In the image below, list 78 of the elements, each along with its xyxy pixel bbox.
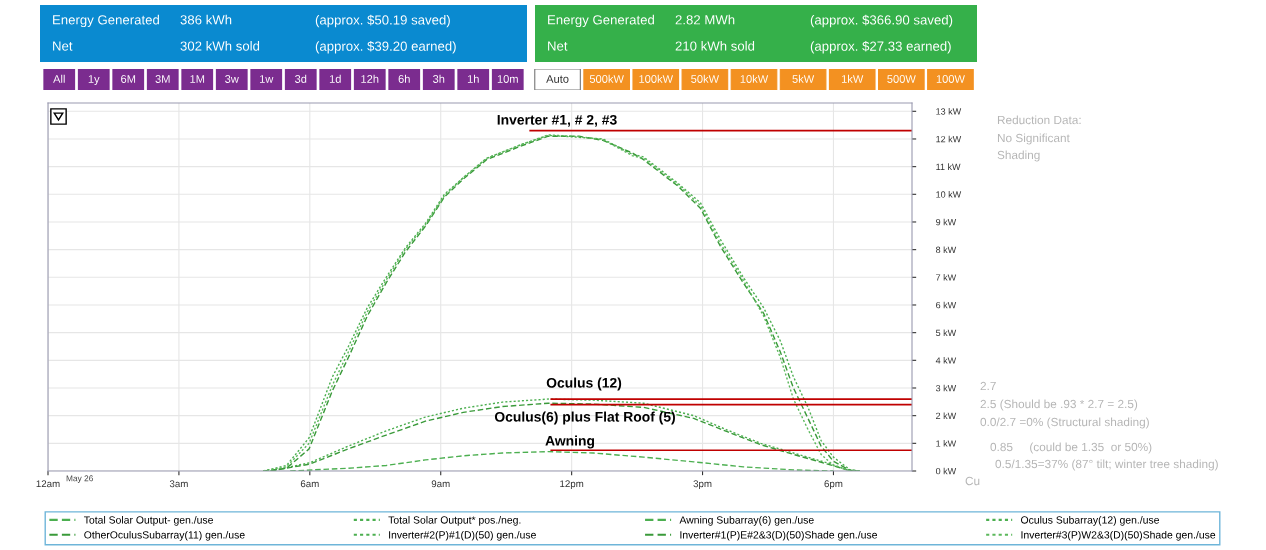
x-tick-label: 3pm — [693, 480, 712, 490]
annotation: Oculus (12) — [546, 377, 622, 391]
annotation: Oculus(6) plus Flat Roof (5) — [494, 411, 675, 425]
text: 0.5/1.35=37% (87° tilt; winter tree shading) — [995, 459, 1218, 471]
y-tick-label: 11 kW — [936, 163, 961, 170]
text: 1w — [260, 75, 274, 83]
text: 2.7 — [980, 381, 996, 391]
text: 12h — [361, 74, 379, 83]
text: 1d — [329, 74, 341, 83]
text: Energy Generated — [548, 14, 654, 28]
text: (approx. $50.19 saved) — [315, 14, 450, 28]
text: Reduction Data: — [997, 115, 1081, 125]
legend-label: Inverter#2(P)#1(D)(50) gen./use — [389, 530, 536, 541]
text: 1y — [88, 75, 100, 86]
y-tick-label: 2 kW — [936, 412, 957, 419]
x-tick-label: 3am — [169, 480, 188, 488]
text: 3h — [432, 74, 445, 83]
y-tick-label: 4 kW — [935, 357, 957, 364]
text: 5kW — [792, 74, 815, 83]
text: 50kW — [691, 74, 720, 83]
text: 6M — [121, 75, 136, 83]
text: (approx. $27.33 earned) — [810, 40, 951, 54]
text: (approx. $39.20 earned) — [315, 40, 456, 54]
y-tick-label: 12 kW — [936, 135, 962, 143]
legend-label: Inverter#3(P)W2&3(D)(50)Shade gen./use — [1021, 530, 1216, 541]
text: Cu — [965, 476, 980, 486]
text: Net — [53, 41, 73, 51]
x-tick-label: 6am — [300, 480, 319, 488]
text: Energy Generated — [53, 14, 159, 28]
text: Shading — [997, 150, 1040, 162]
y-tick-label: 8 kW — [936, 246, 957, 254]
text: No Significant — [997, 133, 1070, 145]
y-tick-label: 3 kW — [935, 384, 957, 392]
x-tick-label: 9am — [431, 480, 450, 488]
text: 100W — [936, 75, 965, 83]
legend-label: Total Solar Output- gen./use — [83, 516, 213, 526]
text: Auto — [546, 75, 569, 83]
y-tick-label: 9 kW — [936, 218, 957, 226]
y-tick-label: 13 kW — [936, 108, 962, 115]
text: 302 kWh sold — [180, 41, 260, 51]
text: 1h — [467, 74, 479, 83]
text: 2.82 MWh — [675, 14, 735, 25]
text: 6h — [398, 74, 410, 83]
text: 0.85 (could be 1.35 or 50%) — [990, 442, 1152, 454]
text: 100kW — [639, 74, 674, 83]
text: 386 kWh — [180, 14, 232, 25]
text: 1M — [190, 75, 205, 83]
text: 10kW — [740, 74, 769, 83]
legend-label: OtherOculusSubarray(11) gen./use — [84, 530, 245, 541]
y-tick-label: 6 kW — [936, 301, 957, 309]
text: (approx. $366.90 saved) — [810, 14, 953, 28]
text: 0.0/2.7 =0% (Structural shading) — [980, 417, 1149, 429]
text: Net — [548, 41, 568, 51]
text: 1kW — [841, 74, 864, 83]
y-tick-label: 5 kW — [935, 329, 957, 337]
text: 2.5 (Should be .93 * 2.7 = 2.5) — [980, 399, 1138, 411]
text: May 26 — [66, 475, 93, 483]
text: 3w — [225, 75, 239, 83]
text: 10m — [497, 75, 518, 83]
text: 500kW — [589, 74, 624, 83]
legend-label: Inverter#1(P)E#2&3(D)(50)Shade gen./use — [680, 530, 877, 541]
y-tick-label: 7 kW — [936, 274, 957, 281]
legend-label: Oculus Subarray(12) gen./use — [1021, 516, 1160, 526]
x-tick-label: 12pm — [560, 480, 584, 490]
legend-label: Awning Subarray(6) gen./use — [679, 516, 814, 526]
y-tick-label: 10 kW — [936, 191, 962, 198]
x-tick-label: 6pm — [824, 480, 843, 490]
text: 210 kWh sold — [675, 41, 755, 51]
text: 3d — [294, 74, 307, 83]
annotation: Awning — [545, 435, 595, 449]
x-tick-label: 12am — [36, 480, 60, 488]
text: 3M — [155, 75, 170, 83]
y-tick-label: 0 kW — [935, 467, 957, 475]
y-tick-label: 1 kW — [936, 440, 957, 447]
annotation: Inverter #1, # 2, #3 — [497, 114, 617, 127]
legend-label: Total Solar Output* pos./neg. — [388, 516, 521, 526]
text: 500W — [887, 75, 916, 83]
text: All — [53, 74, 65, 83]
